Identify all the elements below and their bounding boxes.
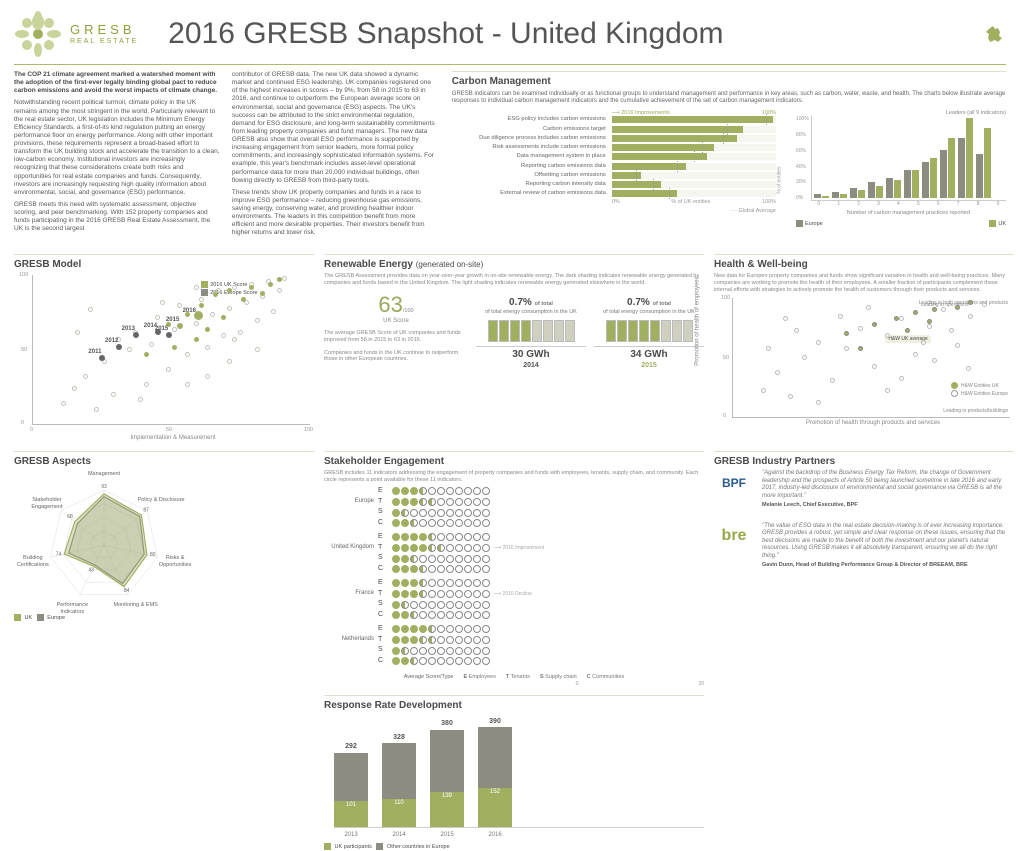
brand-logo: GRESB REAL ESTATE [14, 10, 138, 58]
health-title: Health & Well-being [714, 259, 1014, 272]
aspects-panel: GRESB Aspects 93878084437468 ManagementP… [14, 451, 314, 851]
renewable-panel: Renewable Energy (generated on-site) The… [324, 254, 704, 443]
carbon-row: External review of carbon emissions data [452, 190, 776, 197]
resp-bars: 292101 328110 380139 390152 [334, 718, 704, 828]
carbon-row: Data management system in place [452, 153, 776, 160]
renew-year-col: 0.7% of totalof total energy consumption… [476, 297, 586, 371]
resp-year-col: 328110 [382, 734, 416, 828]
svg-text:68: 68 [67, 514, 73, 520]
health-scatter: Leading in operations Leading in both op… [732, 298, 1010, 418]
brand-name: GRESB [70, 22, 138, 38]
stake-row: C [324, 657, 704, 666]
header: GRESB REAL ESTATE 2016 GRESB Snapshot - … [14, 10, 1006, 65]
svg-text:84: 84 [124, 588, 130, 594]
stake-row: E [324, 533, 704, 542]
aspect-label: Policy & Disclosure [136, 497, 186, 504]
svg-text:43: 43 [88, 568, 94, 574]
renew-title: Renewable Energy [324, 259, 413, 270]
svg-text:93: 93 [101, 484, 107, 490]
model-ylabel: Management & Policy [0, 304, 2, 362]
health-panel: Health & Well-being New data for Europen… [714, 254, 1014, 443]
carbon-row: Risk assessments include carbon emission… [452, 144, 776, 151]
carbon-count-chart: Leaders (all 9 indicators) 100%80%60%40%… [796, 110, 1006, 228]
renew-year-col: 0.7% of totalof total energy consumption… [594, 297, 704, 371]
health-desc: New data for Europen property companies … [714, 273, 1014, 294]
carbon-sub: GRESB indicators can be examined individ… [452, 91, 1006, 106]
carbon-row: Reporting carbon emissions data [452, 163, 776, 170]
aspects-title: GRESB Aspects [14, 456, 314, 469]
stake-row: S [324, 554, 704, 563]
carbon-row: Offsetting carbon emissions [452, 172, 776, 179]
stake-row: C [324, 611, 704, 620]
partners-title: GRESB Industry Partners [714, 456, 1014, 469]
stake-row: C [324, 519, 704, 528]
carbon-management-section: Carbon Management GRESB indicators can b… [452, 71, 1006, 248]
stake-row: S [324, 646, 704, 655]
carbon-indicator-bars: ⟶ 2016 Improvements100% ESG policy inclu… [452, 110, 776, 216]
partner-item: bre"The value of ESG data in the real es… [714, 523, 1014, 575]
stake-title: Stakeholder Engagement [324, 456, 704, 469]
renew-cols: 0.7% of totalof total energy consumption… [476, 297, 704, 371]
stake-row: S [324, 600, 704, 609]
carbon-row: Reporting carbon intensity data [452, 181, 776, 188]
renew-desc: The GRESB Assessment provides data on ye… [324, 273, 704, 287]
response-rate-panel: Response Rate Development 292101 328110 38… [324, 695, 704, 851]
partners-panel: GRESB Industry Partners BPF"Against the … [714, 451, 1014, 851]
renew-score: 63 [378, 292, 402, 317]
uk-map-icon [984, 26, 1006, 42]
intro-text: The COP 21 climate agreement marked a wa… [14, 71, 438, 242]
aspect-label: Building Certifications [8, 555, 58, 569]
resp-year-col: 380139 [430, 720, 464, 827]
gresb-model-panel: GRESB Model Management & Policy 2016 UK … [14, 254, 314, 443]
stake-row: S [324, 508, 704, 517]
model-scatter: 2016 UK Score 2016 Europe Score 0 50 100… [32, 275, 310, 425]
resp-year-col: 390152 [478, 718, 512, 828]
stake-row: E [324, 579, 704, 588]
carbon-title: Carbon Management [452, 76, 1006, 89]
stake-row: C [324, 565, 704, 574]
stake-row: E [324, 625, 704, 634]
aspect-label: Risks & Opportunities [150, 555, 200, 569]
aspect-label: Stakeholder Engagement [22, 497, 72, 511]
aspects-radar: 93878084437468 ManagementPolicy & Disclo… [14, 470, 194, 610]
stake-row: EuropeT [324, 498, 704, 507]
carbon-row: Due diligence process includes carbon em… [452, 135, 776, 142]
model-xlabel: Implementation & Measurement [32, 435, 314, 443]
brand-sub: REAL ESTATE [70, 38, 138, 47]
resp-title: Response Rate Development [324, 700, 704, 713]
stake-row: E [324, 487, 704, 496]
gresb-logo-icon [14, 10, 62, 58]
partner-item: BPF"Against the backdrop of the Business… [714, 470, 1014, 515]
stake-row: United KingdomT⟶ 2016 Improvement [324, 544, 704, 553]
stake-row: FranceT⟶ 2016 Decline [324, 590, 704, 599]
aspect-label: Performance Indicators [47, 602, 97, 616]
resp-year-col: 292101 [334, 743, 368, 828]
model-title: GRESB Model [14, 259, 314, 272]
page-title: 2016 GRESB Snapshot - United Kingdom [168, 15, 984, 53]
stakeholder-panel: Stakeholder Engagement GRESB includes 11… [324, 451, 704, 687]
aspect-label: Monitoring & EMS [111, 602, 161, 609]
carbon-row: Carbon emissions target [452, 126, 776, 133]
svg-text:87: 87 [143, 507, 149, 513]
carbon-row: ESG policy includes carbon emissions [452, 116, 776, 123]
aspect-label: Management [79, 471, 129, 478]
stake-row: NetherlandsT [324, 636, 704, 645]
resp-legend: UK participants Other countries in Europ… [324, 843, 704, 851]
